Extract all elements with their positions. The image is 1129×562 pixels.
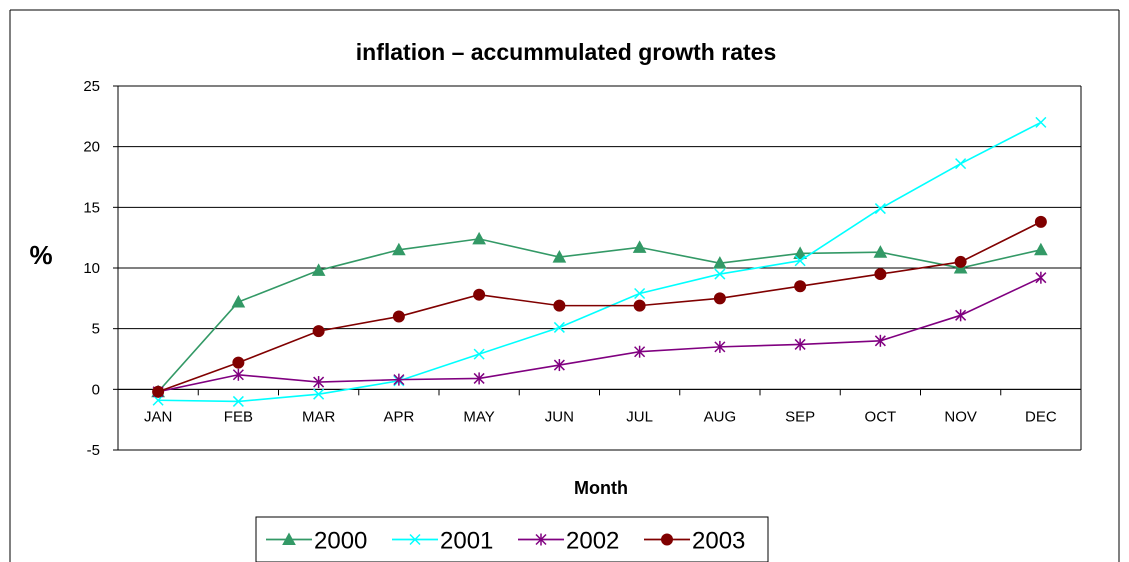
data-point-2002	[313, 376, 325, 389]
chart-title: inflation – accummulated growth rates	[356, 39, 776, 65]
marker-stroke	[874, 203, 886, 215]
data-point-2000	[472, 231, 486, 245]
marker-stroke	[409, 533, 421, 546]
data-point-2000	[793, 246, 807, 259]
x-tick-label: JAN	[144, 408, 172, 425]
y-tick-label: 5	[92, 321, 100, 338]
y-axis-label: %	[29, 240, 52, 270]
x-tick-label: AUG	[704, 408, 737, 425]
data-point-2001	[553, 321, 565, 333]
data-point-2002	[473, 372, 485, 385]
data-point-2002	[232, 368, 244, 381]
y-tick-label: 25	[83, 78, 100, 95]
series-line-2000	[157, 238, 1042, 393]
data-point-2001	[1035, 116, 1047, 128]
series-line-2002	[157, 276, 1042, 393]
legend-marker-2001	[409, 533, 421, 546]
data-point-2000	[552, 250, 567, 263]
data-point-2003	[713, 292, 726, 305]
marker-stroke	[152, 394, 164, 406]
data-point-2003	[553, 299, 566, 312]
x-tick-label: MAY	[463, 408, 494, 425]
x-tick-label: APR	[383, 408, 414, 425]
data-point-2001	[232, 395, 244, 407]
data-point-2001	[794, 255, 806, 267]
data-point-2003	[152, 385, 165, 398]
data-point-2000	[1034, 242, 1048, 256]
data-point-2002	[634, 345, 646, 358]
y-tick-label: 20	[83, 139, 100, 156]
data-point-2001	[152, 394, 164, 406]
x-tick-label: NOV	[944, 408, 977, 425]
data-point-2002	[794, 338, 806, 351]
y-tick-label: 10	[83, 260, 100, 277]
marker-stroke	[232, 395, 244, 407]
marker-stroke	[1035, 116, 1047, 128]
legend-marker-2003	[661, 533, 673, 546]
legend-marker-2000	[282, 532, 296, 545]
legend-marker-2002	[535, 533, 547, 546]
series-line-2001	[158, 121, 1042, 403]
data-point-2000	[392, 242, 406, 256]
data-point-2002	[955, 309, 967, 322]
legend-label-2003: 2003	[692, 528, 745, 555]
data-point-2001	[313, 388, 325, 400]
y-tick-label: 0	[92, 381, 100, 398]
data-point-2002	[553, 359, 565, 372]
x-tick-label: SEP	[785, 408, 815, 425]
marker-stroke	[634, 287, 646, 300]
data-point-2002	[393, 373, 405, 386]
data-point-2003	[312, 325, 325, 338]
data-point-2003	[954, 255, 967, 268]
data-point-2003	[232, 356, 245, 369]
data-point-2000	[311, 263, 326, 276]
data-point-2000	[713, 256, 727, 269]
data-point-2000	[632, 240, 647, 253]
legend-label-2000: 2000	[314, 528, 367, 555]
legend-label-2002: 2002	[566, 528, 619, 555]
marker-stroke	[714, 268, 726, 280]
marker-stroke	[955, 158, 967, 170]
data-point-2003	[392, 310, 405, 323]
series-line-2003	[157, 221, 1042, 393]
marker-stroke	[553, 321, 565, 333]
marker-stroke	[313, 388, 325, 400]
data-point-2003	[874, 268, 887, 281]
x-tick-label: JUL	[626, 408, 653, 425]
data-point-2002	[874, 334, 886, 347]
x-tick-label: FEB	[224, 408, 253, 425]
data-point-2001	[955, 158, 967, 170]
marker-stroke	[473, 348, 485, 360]
data-point-2001	[874, 203, 886, 215]
marker-stroke	[794, 255, 806, 267]
x-tick-label: DEC	[1025, 408, 1057, 425]
data-point-2001	[714, 268, 726, 280]
data-point-2000	[231, 294, 246, 308]
legend-label-2001: 2001	[440, 528, 493, 555]
y-tick-label: 15	[83, 199, 100, 216]
x-tick-label: MAR	[302, 408, 336, 425]
data-point-2001	[634, 287, 646, 300]
data-point-2000	[873, 245, 888, 258]
data-point-2003	[1034, 215, 1047, 228]
data-point-2002	[714, 340, 726, 353]
x-tick-label: JUN	[545, 408, 574, 425]
data-point-2003	[473, 288, 486, 301]
data-point-2003	[633, 299, 646, 312]
data-point-2003	[794, 280, 807, 293]
y-tick-label: -5	[87, 442, 100, 459]
data-point-2002	[1035, 271, 1047, 284]
x-tick-label: OCT	[865, 408, 897, 425]
x-axis-label: Month	[574, 478, 628, 498]
data-point-2001	[473, 348, 485, 360]
